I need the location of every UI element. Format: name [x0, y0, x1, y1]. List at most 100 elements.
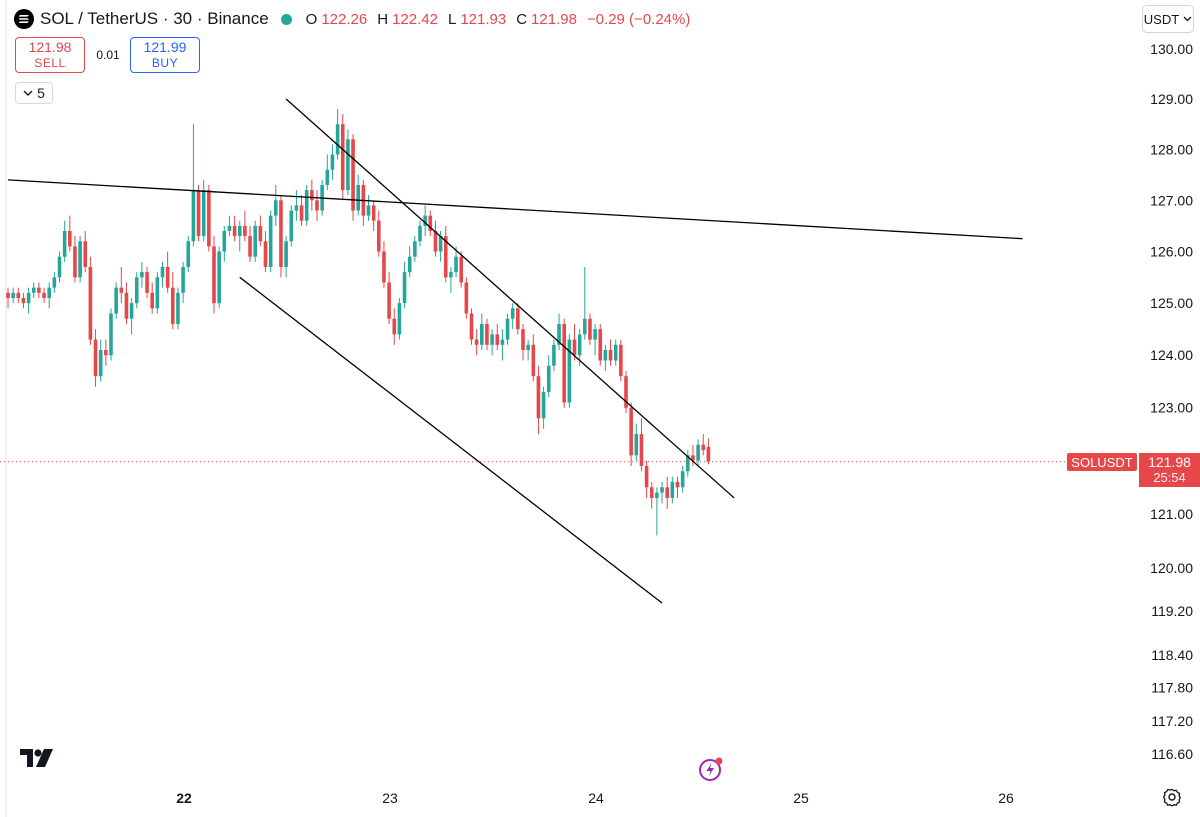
candle-body — [655, 492, 659, 498]
candle-body — [526, 344, 530, 351]
price-axis[interactable]: 130.00 129.00 128.00 127.00 126.00 125.00 124.… — [1150, 41, 1193, 762]
candle-body — [521, 329, 525, 351]
candle-body — [186, 241, 191, 267]
candle-body — [449, 272, 453, 278]
candle-body — [62, 230, 67, 257]
time-tick-label: 22 — [176, 790, 192, 806]
chevron-down-icon — [23, 90, 33, 96]
candle-body — [644, 465, 649, 488]
time-tick-label: 26 — [998, 790, 1014, 806]
candle-body — [263, 241, 268, 267]
symbol-title[interactable]: SOL / TetherUS · 30 · Binance — [40, 9, 269, 28]
candle-body — [660, 487, 664, 493]
candle-body — [613, 344, 618, 361]
candle-body — [346, 139, 350, 191]
candle-body — [191, 190, 196, 242]
candle-body — [104, 350, 108, 356]
gear-icon[interactable] — [1162, 787, 1182, 807]
candle-body — [552, 344, 556, 366]
candle-body — [567, 339, 572, 403]
buy-button[interactable]: 121.99 BUY — [130, 37, 200, 73]
symbol-price-tag: SOLUSDT — [1067, 453, 1137, 471]
trendline[interactable] — [285, 98, 735, 499]
candle-body — [176, 292, 180, 324]
buy-price: 121.99 — [143, 39, 187, 55]
chevron-down-icon — [1183, 16, 1192, 22]
candle-body — [330, 154, 335, 170]
candle-body — [171, 287, 175, 324]
candle-body — [608, 350, 613, 361]
flash-icon[interactable] — [698, 756, 724, 782]
candle-body — [310, 190, 314, 201]
candle-body — [454, 256, 458, 273]
candle-body — [598, 329, 603, 361]
candle-body — [541, 391, 546, 419]
candle-body — [413, 241, 417, 257]
currency-button[interactable]: USDT — [1142, 5, 1194, 33]
candle-body — [464, 282, 469, 314]
candle-body — [686, 455, 690, 472]
candle-body — [42, 292, 46, 298]
candle-body — [140, 272, 144, 278]
candle-body — [232, 225, 237, 237]
close-key: C — [516, 10, 528, 28]
currency-label: USDT — [1143, 11, 1180, 27]
candle-body — [428, 215, 433, 231]
candle-body — [572, 339, 577, 356]
candle-body — [510, 308, 515, 319]
candle-body — [562, 323, 566, 403]
time-tick-label: 23 — [382, 790, 398, 806]
tradingview-logo-icon[interactable] — [20, 748, 54, 768]
candle-body — [603, 350, 608, 361]
indicators-toggle[interactable]: 5 — [15, 82, 53, 104]
candle-body — [407, 256, 412, 273]
candle-body — [68, 230, 72, 247]
sell-button[interactable]: 121.98 SELL — [15, 37, 85, 73]
candle-body — [577, 334, 582, 356]
candle-body — [124, 292, 129, 319]
candle-body — [109, 313, 113, 356]
price-tick-label: 124.00 — [1150, 347, 1193, 363]
candle-body — [593, 329, 597, 340]
candle-body — [160, 266, 165, 278]
candle-body — [546, 365, 551, 392]
price-tick-label: 121.00 — [1150, 506, 1193, 522]
candle-body — [629, 407, 633, 456]
candle-body — [129, 303, 134, 319]
candle-body — [258, 225, 263, 242]
price-tick-label: 118.40 — [1151, 647, 1193, 663]
candle-body — [649, 487, 654, 498]
candle-body — [26, 292, 31, 304]
ohlc-values: O 122.26 H 122.42 L 121.93 C 121.98 −0.29 (−… — [306, 11, 697, 28]
spread-value: 0.01 — [96, 48, 120, 62]
candle-body — [696, 444, 700, 461]
candle-body — [335, 124, 340, 155]
candle-body — [237, 225, 242, 237]
candle-body — [6, 292, 10, 298]
candle-body — [196, 190, 201, 237]
price-tick-label: 119.20 — [1151, 603, 1193, 619]
candle-body — [304, 190, 309, 221]
candle-body — [31, 287, 36, 293]
candle-body — [423, 215, 427, 226]
buy-label: BUY — [151, 56, 179, 70]
low-key: L — [447, 10, 457, 28]
trendlines-group[interactable] — [7, 98, 1023, 604]
candle-body — [145, 272, 149, 293]
candle-body — [88, 266, 93, 340]
candle-body — [402, 272, 407, 304]
trendline[interactable] — [239, 276, 663, 604]
trendline[interactable] — [7, 179, 1023, 240]
candle-body — [207, 190, 211, 247]
price-tick-label: 123.00 — [1150, 400, 1193, 416]
candle-body — [588, 318, 592, 340]
candle-body — [639, 434, 644, 466]
time-axis[interactable]: 22 23 24 25 26 — [176, 790, 1014, 806]
candle-body — [57, 256, 62, 278]
candle-body — [418, 225, 422, 242]
bar-countdown: 25:54 — [1153, 470, 1186, 485]
candle-body — [52, 277, 57, 288]
candle-body — [98, 350, 103, 377]
candle-body — [150, 292, 154, 309]
